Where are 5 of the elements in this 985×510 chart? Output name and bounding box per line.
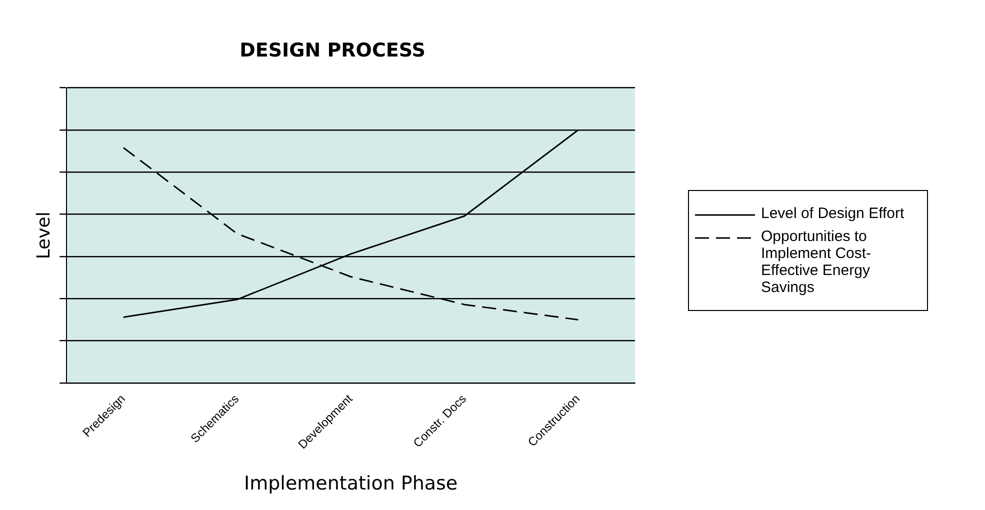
chart-title: DESIGN PROCESS [240,39,426,62]
legend-label: Level of Design Effort [761,205,904,222]
y-axis-title: Level [33,212,54,260]
legend-label: Opportunities to Implement Cost-Effective Energy Savings [761,228,872,296]
x-axis-title: Implementation Phase [244,472,458,495]
